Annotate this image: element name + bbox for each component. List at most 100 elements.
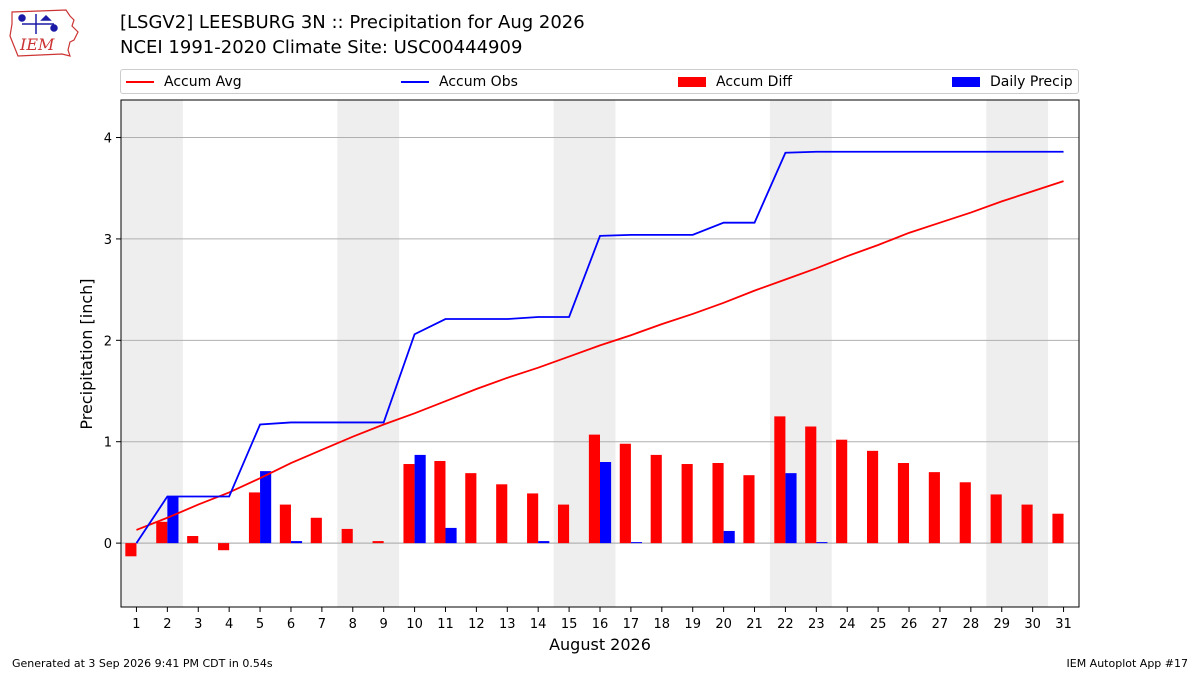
x-tick-label: 22 xyxy=(777,617,794,632)
legend-swatch xyxy=(952,77,980,87)
accum-diff-bar xyxy=(527,493,539,544)
weekend-shade xyxy=(337,100,400,607)
legend-label: Daily Precip xyxy=(990,74,1073,90)
x-tick-label: 9 xyxy=(380,617,388,632)
accum-diff-bar xyxy=(465,473,477,544)
iem-logo: IEM xyxy=(9,9,79,57)
x-tick-label: 8 xyxy=(349,617,357,632)
accum-diff-bar xyxy=(836,439,848,544)
accum-diff-bar xyxy=(187,536,199,544)
legend-item-accum-obs: Accum Obs xyxy=(401,73,518,91)
legend-label: Accum Obs xyxy=(439,74,518,90)
x-tick-label: 4 xyxy=(225,617,233,632)
x-tick-label: 7 xyxy=(318,617,326,632)
accum-diff-bar xyxy=(372,541,384,544)
x-tick-label: 20 xyxy=(715,617,732,632)
x-tick-label: 14 xyxy=(530,617,547,632)
daily-precip-bar xyxy=(600,461,612,544)
accum-diff-bar xyxy=(805,426,817,544)
x-tick-label: 23 xyxy=(808,617,825,632)
legend-swatch xyxy=(401,81,429,83)
accum-diff-bar xyxy=(310,517,322,544)
chart-legend: Accum Avg Accum Obs Accum Diff Daily Pre… xyxy=(120,69,1079,94)
x-axis-label: August 2026 xyxy=(549,635,651,654)
y-tick-label: 2 xyxy=(104,334,112,349)
daily-precip-bar xyxy=(260,471,272,544)
accum-diff-bar xyxy=(279,504,291,544)
x-tick-label: 19 xyxy=(684,617,701,632)
daily-precip-bar xyxy=(414,454,426,544)
accum-diff-bar xyxy=(867,450,879,544)
y-tick-label: 4 xyxy=(104,132,112,147)
daily-precip-bar xyxy=(630,542,643,544)
daily-precip-bar xyxy=(538,541,550,544)
app-credit: IEM Autoplot App #17 xyxy=(1066,657,1189,670)
legend-label: Accum Diff xyxy=(716,74,793,90)
daily-precip-bar xyxy=(290,541,303,544)
x-tick-label: 15 xyxy=(561,617,578,632)
accum-diff-bar xyxy=(712,463,724,544)
accum-diff-bar xyxy=(248,492,261,544)
logo-text: IEM xyxy=(19,35,55,54)
x-tick-label: 26 xyxy=(901,617,918,632)
legend-item-accum-diff: Accum Diff xyxy=(678,73,792,91)
accum-diff-bar xyxy=(403,464,415,544)
legend-swatch xyxy=(126,81,154,83)
x-tick-label: 25 xyxy=(870,617,887,632)
legend-item-daily-precip: Daily Precip xyxy=(952,73,1073,91)
iowa-outline-icon xyxy=(9,9,79,57)
legend-swatch xyxy=(678,77,706,87)
x-tick-label: 3 xyxy=(194,617,202,632)
y-tick-label: 1 xyxy=(104,436,112,451)
x-tick-label: 6 xyxy=(287,617,295,632)
x-tick-label: 21 xyxy=(746,617,763,632)
x-tick-label: 1 xyxy=(132,617,140,632)
daily-precip-bar xyxy=(816,542,828,544)
accum-diff-bar xyxy=(681,464,693,544)
x-tick-label: 24 xyxy=(839,617,856,632)
x-tick-label: 27 xyxy=(932,617,949,632)
x-tick-label: 18 xyxy=(654,617,671,632)
x-tick-label: 31 xyxy=(1055,617,1072,632)
series-lines xyxy=(135,150,1064,544)
accum-diff-bar xyxy=(928,472,940,544)
legend-item-accum-avg: Accum Avg xyxy=(126,73,242,91)
accum-diff-bar xyxy=(990,494,1002,544)
accum-avg-line xyxy=(136,180,1064,531)
bars xyxy=(125,416,1064,557)
accum-diff-bar xyxy=(959,482,971,544)
accum-diff-bar xyxy=(218,543,230,551)
x-tick-label: 13 xyxy=(499,617,516,632)
accum-diff-bar xyxy=(125,543,137,557)
daily-precip-bar xyxy=(785,473,797,544)
accum-diff-bar xyxy=(774,416,786,544)
accum-diff-bar xyxy=(434,460,446,544)
accum-diff-bar xyxy=(650,454,662,544)
daily-precip-bar xyxy=(445,527,457,544)
plot-frame xyxy=(120,99,1080,608)
x-tick-label: 17 xyxy=(623,617,640,632)
x-tick-label: 12 xyxy=(468,617,485,632)
accum-diff-bar xyxy=(588,434,600,544)
chart-title-line2: NCEI 1991-2020 Climate Site: USC00444909 xyxy=(120,37,523,58)
x-tick-label: 30 xyxy=(1024,617,1041,632)
x-tick-label: 28 xyxy=(963,617,980,632)
accum-diff-bar xyxy=(496,484,508,544)
accum-diff-bar xyxy=(897,463,910,544)
legend-label: Accum Avg xyxy=(164,74,242,90)
x-tick-label: 11 xyxy=(437,617,454,632)
x-tick-label: 16 xyxy=(592,617,609,632)
accum-diff-bar xyxy=(341,528,353,544)
accum-diff-bar xyxy=(1052,513,1064,544)
y-tick-label: 3 xyxy=(104,233,112,248)
x-tick-label: 5 xyxy=(256,617,264,632)
daily-precip-bar xyxy=(723,530,735,544)
x-tick-label: 29 xyxy=(993,617,1010,632)
generated-timestamp: Generated at 3 Sep 2026 9:41 PM CDT in 0… xyxy=(12,657,273,670)
weekend-shading xyxy=(121,100,1049,607)
accum-diff-bar xyxy=(557,504,570,544)
accum-obs-line xyxy=(135,150,1064,544)
accum-diff-bar xyxy=(619,443,631,544)
accum-diff-bar xyxy=(1021,504,1033,544)
